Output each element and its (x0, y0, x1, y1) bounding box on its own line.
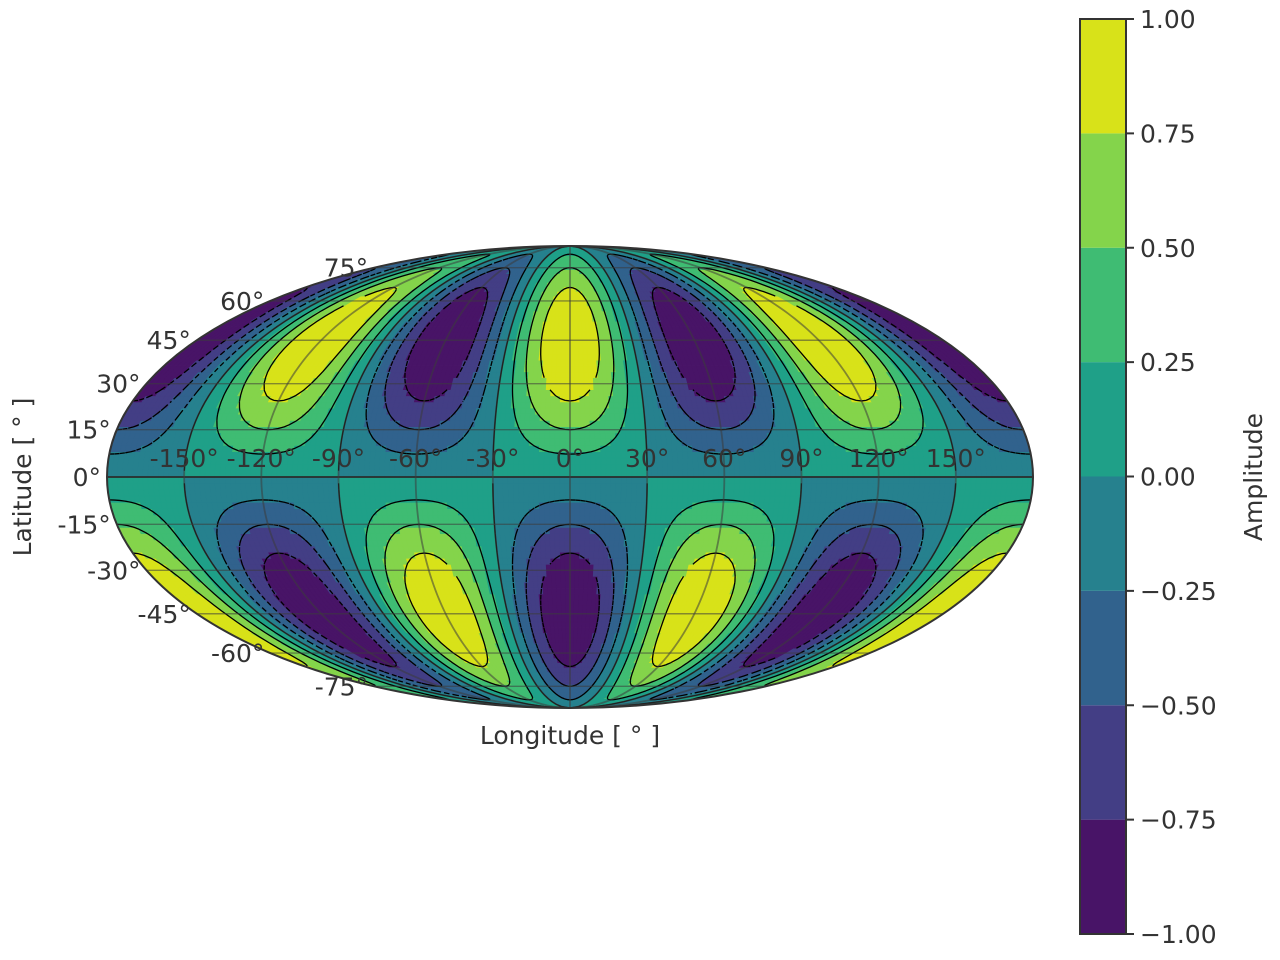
field-cell (548, 604, 554, 612)
field-cell (573, 621, 579, 628)
field-cell (574, 587, 580, 595)
field-cell (547, 593, 553, 601)
field-cell (563, 657, 568, 664)
field-cell (591, 587, 598, 595)
field-cell (561, 604, 567, 612)
field-cell (557, 616, 563, 623)
field-cell (578, 593, 584, 601)
field-cell (556, 604, 562, 612)
field-cell (578, 587, 584, 595)
field-cell (560, 599, 567, 606)
field-cell (552, 599, 558, 606)
field-cell (592, 581, 598, 589)
field-cell (574, 581, 580, 589)
field-cell (573, 632, 578, 639)
field-cell (582, 604, 588, 612)
field-cell (554, 627, 559, 634)
field-cell (542, 581, 548, 589)
field-cell (547, 599, 554, 606)
field-cell (558, 642, 564, 649)
field-cell (562, 637, 567, 644)
field-cell (552, 604, 558, 612)
field-cell (587, 587, 593, 595)
field-cell (578, 604, 584, 612)
field-cell (561, 627, 567, 634)
field-cell (573, 604, 579, 612)
field-cell (551, 593, 558, 601)
field-cell (574, 593, 580, 601)
field-cell (553, 621, 559, 628)
field-cell (560, 581, 566, 589)
field-cell (560, 587, 566, 595)
field-cell (556, 587, 562, 595)
mollweide-map (106, 245, 1034, 709)
field-cell (573, 642, 578, 649)
field-cell (587, 593, 593, 601)
field-cell (562, 652, 568, 659)
field-cell (556, 599, 562, 606)
field-cell (553, 616, 559, 623)
field-cell (573, 627, 579, 634)
field-cell (587, 581, 594, 589)
field-cell (582, 593, 589, 601)
field-cell (546, 581, 553, 589)
field-cell (586, 599, 593, 606)
field-cell (577, 621, 583, 628)
field-cell (573, 637, 578, 644)
field-cell (582, 587, 589, 595)
field-cell (551, 587, 558, 595)
field-cell (555, 581, 562, 589)
field-cell (558, 637, 564, 644)
field-cell (543, 593, 549, 601)
field-cell (560, 593, 566, 601)
field-cell (547, 587, 553, 595)
field-cell (557, 621, 563, 628)
field-cell (542, 587, 549, 595)
field-cell (578, 599, 584, 606)
field-cell (543, 599, 549, 606)
field-cell (578, 581, 585, 589)
field-cell (582, 599, 588, 606)
field-cell (573, 616, 579, 623)
field-cell (556, 593, 562, 601)
field-cell (562, 632, 567, 639)
field-cell (551, 581, 557, 589)
field-cell (562, 642, 567, 649)
field-cell (562, 647, 568, 654)
field-cell (558, 632, 563, 639)
field-cell (583, 581, 589, 589)
field-cell (561, 616, 567, 623)
field-cell (577, 616, 583, 623)
field-cell (577, 627, 583, 634)
field-cell (557, 627, 563, 634)
field-cell (561, 621, 567, 628)
amplitude-field (107, 246, 1033, 708)
field-cell (573, 599, 580, 606)
